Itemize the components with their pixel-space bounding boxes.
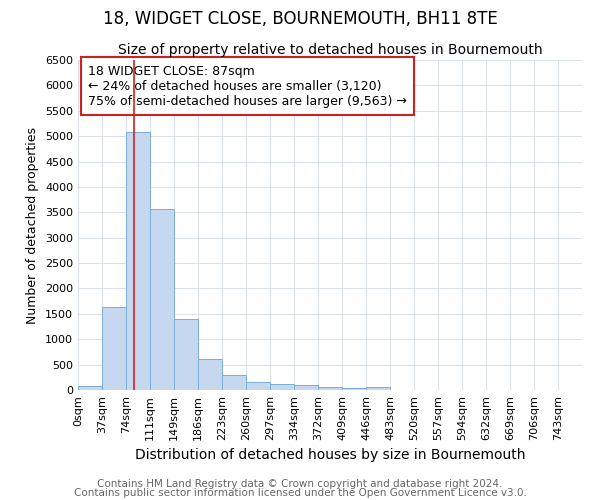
Text: Contains HM Land Registry data © Crown copyright and database right 2024.: Contains HM Land Registry data © Crown c…	[97, 479, 503, 489]
Text: Contains public sector information licensed under the Open Government Licence v3: Contains public sector information licen…	[74, 488, 526, 498]
Bar	[294, 385, 318, 390]
Bar	[78, 386, 102, 390]
Bar	[222, 375, 246, 390]
Y-axis label: Number of detached properties: Number of detached properties	[26, 126, 40, 324]
Bar	[246, 382, 270, 390]
Title: Size of property relative to detached houses in Bournemouth: Size of property relative to detached ho…	[118, 44, 542, 58]
Bar	[102, 307, 126, 390]
Bar	[342, 388, 366, 390]
Bar	[366, 387, 390, 390]
Bar	[319, 387, 342, 390]
X-axis label: Distribution of detached houses by size in Bournemouth: Distribution of detached houses by size …	[135, 448, 525, 462]
Bar	[270, 384, 294, 390]
Bar	[198, 359, 222, 390]
Text: 18 WIDGET CLOSE: 87sqm
← 24% of detached houses are smaller (3,120)
75% of semi-: 18 WIDGET CLOSE: 87sqm ← 24% of detached…	[88, 65, 407, 108]
Bar	[174, 319, 198, 390]
Bar	[126, 132, 150, 390]
Text: 18, WIDGET CLOSE, BOURNEMOUTH, BH11 8TE: 18, WIDGET CLOSE, BOURNEMOUTH, BH11 8TE	[103, 10, 497, 28]
Bar	[150, 210, 173, 390]
